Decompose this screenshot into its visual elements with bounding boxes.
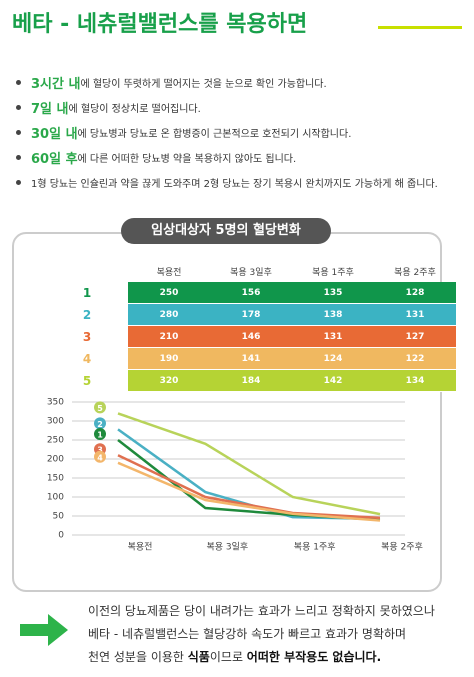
footer-line: 이전의 당뇨제품은 당이 내려가는 효과가 느리고 정확하지 못하였으나 xyxy=(88,600,435,623)
bullet-highlight: 30일 내 xyxy=(31,127,78,142)
series-label: 3 xyxy=(97,446,103,455)
cell: 190 xyxy=(128,347,210,370)
row-label: 1 xyxy=(46,282,128,304)
series-badge xyxy=(94,428,106,440)
cell: 280 xyxy=(128,303,210,326)
series-label: 5 xyxy=(97,404,103,413)
y-tick-label: 300 xyxy=(47,417,64,427)
series-badge xyxy=(94,450,106,463)
bullet-text: 1형 당뇨는 인슐린과 약을 끊게 도와주며 2형 당뇨는 장기 복용시 완치까… xyxy=(31,179,438,190)
y-tick-label: 200 xyxy=(47,455,64,465)
table-row: 4 190 141 124 122 xyxy=(46,347,456,370)
cell: 146 xyxy=(210,325,292,348)
x-tick-label: 복용 3일후 xyxy=(206,542,248,553)
title: 베타 - 네츄럴밸런스를 복용하면 xyxy=(12,12,308,37)
header-row: 복용전 복용 3일후 복용 1주후 복용 2주후 xyxy=(46,260,456,282)
cell: 127 xyxy=(374,325,456,348)
row-label: 2 xyxy=(46,303,128,326)
title-underline xyxy=(378,26,462,29)
cell: 135 xyxy=(292,282,374,304)
series-badge xyxy=(94,417,106,430)
bullet-dot xyxy=(16,105,21,110)
column-header: 복용전 xyxy=(156,267,182,278)
bullet-highlight: 60일 후 xyxy=(31,152,78,167)
corner xyxy=(46,260,128,282)
series-label: 4 xyxy=(97,453,103,462)
y-tick-label: 100 xyxy=(47,493,64,503)
panel-title: 임상대상자 5명의 혈당변화 xyxy=(121,218,331,244)
cell: 141 xyxy=(210,347,292,370)
column-header: 복용 2주후 xyxy=(394,267,436,278)
cell: 138 xyxy=(292,303,374,326)
column-header: 복용 3일후 xyxy=(230,267,272,278)
bullet-dot xyxy=(16,180,21,185)
bullet-text: 에 당뇨병과 당뇨로 온 합병증이 근본적으로 호전되기 시작합니다. xyxy=(77,129,352,140)
table-row: 2 280 178 138 131 xyxy=(46,303,456,326)
x-tick-label: 복용 1주후 xyxy=(294,542,336,553)
cell: 131 xyxy=(292,325,374,348)
bullet-highlight: 3시간 내 xyxy=(31,77,81,92)
series-line xyxy=(117,454,381,520)
y-tick-label: 50 xyxy=(53,512,65,522)
cell: 142 xyxy=(292,369,374,392)
footer-line: 베타 - 네츄럴밸런스는 혈당강하 속도가 빠르고 효과가 명확하며 xyxy=(88,623,435,646)
cell: 122 xyxy=(374,347,456,370)
bullet-dot xyxy=(16,155,21,160)
x-tick-label: 복용전 xyxy=(128,542,153,553)
y-tick-label: 250 xyxy=(47,436,64,446)
footer-text: 식품 xyxy=(187,650,210,664)
cell: 124 xyxy=(292,347,374,370)
cell: 250 xyxy=(128,282,210,304)
y-tick-label: 0 xyxy=(58,531,64,541)
row-label: 5 xyxy=(46,369,128,392)
bullet-highlight: 7일 내 xyxy=(31,102,69,117)
bullet-dot xyxy=(16,80,21,85)
chart: 0 50 100 150 200 250 300 350 복용전 복용 3일후 복용 1주후 복용 2… xyxy=(47,398,423,553)
cell: 131 xyxy=(374,303,456,326)
arrow-icon xyxy=(20,614,68,646)
cell: 178 xyxy=(210,303,292,326)
series-line xyxy=(117,461,381,522)
series-label: 2 xyxy=(97,420,103,429)
cell: 156 xyxy=(210,282,292,304)
table-row: 1 250 156 135 128 xyxy=(46,282,456,304)
column-header: 복용 1주후 xyxy=(312,267,354,278)
footer-text: 베타 - 네츄럴밸런스는 혈당강하 속도가 빠르고 효과가 명확하며 xyxy=(88,627,407,641)
row-label: 3 xyxy=(46,325,128,348)
row-label: 4 xyxy=(46,347,128,370)
data-table: 복용전 복용 3일후 복용 1주후 복용 2주후 1 250 156 135 128 2 280 17… xyxy=(46,260,456,392)
series-label: 1 xyxy=(97,431,103,440)
footer-text: 천연 성분을 이용한 xyxy=(88,650,188,664)
table-row: 5 320 184 142 134 xyxy=(46,369,456,392)
series-line xyxy=(117,412,381,516)
footer-text: 이전의 당뇨제품은 당이 내려가는 효과가 느리고 정확하지 못하였으나 xyxy=(88,604,435,618)
footer-text: 어떠한 부작용도 없습니다. xyxy=(246,650,382,664)
bullet-dot xyxy=(16,130,21,135)
bullet-text: 에 혈당이 뚜렷하게 떨어지는 것을 눈으로 확인 가능합니다. xyxy=(80,79,327,90)
x-tick-label: 복용 2주후 xyxy=(381,542,423,553)
series-badge xyxy=(94,401,106,414)
cell: 134 xyxy=(374,369,456,392)
y-tick-label: 150 xyxy=(47,474,64,484)
footer-text: 이므로 xyxy=(209,650,247,664)
cell: 128 xyxy=(374,282,456,304)
cell: 184 xyxy=(210,369,292,392)
bullet: 1형 당뇨는 인슐린과 약을 끊게 도와주며 2형 당뇨는 장기 복용시 완치까… xyxy=(16,170,474,195)
cell: 210 xyxy=(128,325,210,348)
bullet-text: 에 혈당이 정상치로 떨어집니다. xyxy=(68,104,201,115)
y-tick-label: 350 xyxy=(47,398,64,408)
bullet-text: 에 다른 어떠한 당뇨병 약을 복용하지 않아도 됩니다. xyxy=(77,154,297,165)
cell: 320 xyxy=(128,369,210,392)
footer-line: 천연 성분을 이용한 식품이므로 어떠한 부작용도 없습니다. xyxy=(88,646,435,669)
table-row: 3 210 146 131 127 xyxy=(46,325,456,348)
